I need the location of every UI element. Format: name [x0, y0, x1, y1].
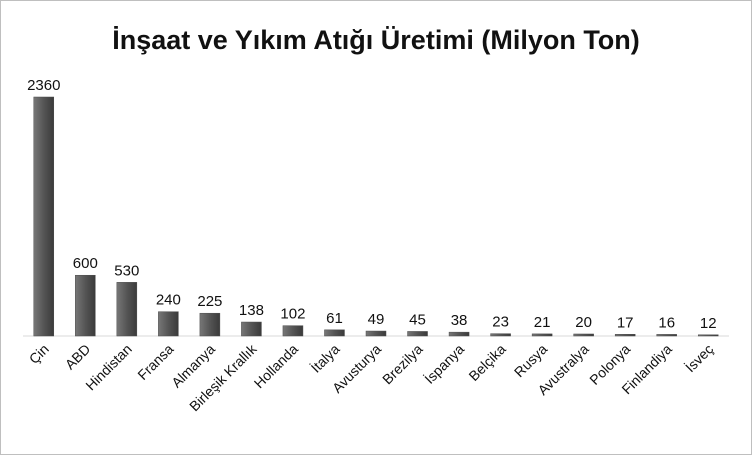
- bar: [531, 333, 553, 337]
- bar: [75, 274, 96, 337]
- bar: [490, 333, 511, 337]
- bar: [697, 334, 719, 337]
- data-label: 16: [658, 314, 675, 331]
- bar: [282, 325, 304, 337]
- data-label: 20: [575, 314, 592, 331]
- bar: [656, 334, 677, 337]
- data-label: 600: [73, 255, 98, 272]
- data-label: 138: [239, 302, 264, 319]
- data-label: 17: [617, 314, 634, 331]
- bar: [324, 329, 345, 337]
- data-label: 240: [156, 292, 181, 309]
- bar: [365, 330, 387, 337]
- data-label: 21: [534, 314, 551, 331]
- bar: [199, 312, 221, 337]
- data-label: 530: [114, 262, 139, 279]
- data-label: 23: [492, 314, 509, 331]
- chart-title: İnşaat ve Yıkım Atığı Üretimi (Milyon To…: [112, 25, 640, 55]
- bar: [407, 331, 428, 337]
- data-label: 49: [368, 311, 385, 328]
- data-label: 38: [451, 312, 468, 329]
- data-label: 45: [409, 311, 426, 328]
- bar: [614, 334, 636, 337]
- bar: [158, 311, 179, 337]
- bar: [573, 333, 594, 337]
- bar: [448, 331, 470, 337]
- data-label: 2360: [27, 77, 60, 94]
- data-label: 12: [700, 315, 717, 332]
- data-label: 102: [280, 306, 305, 323]
- data-label: 61: [326, 310, 343, 327]
- bar: [33, 96, 55, 337]
- bar: [241, 321, 262, 337]
- data-label: 225: [197, 293, 222, 310]
- bar: [116, 282, 138, 337]
